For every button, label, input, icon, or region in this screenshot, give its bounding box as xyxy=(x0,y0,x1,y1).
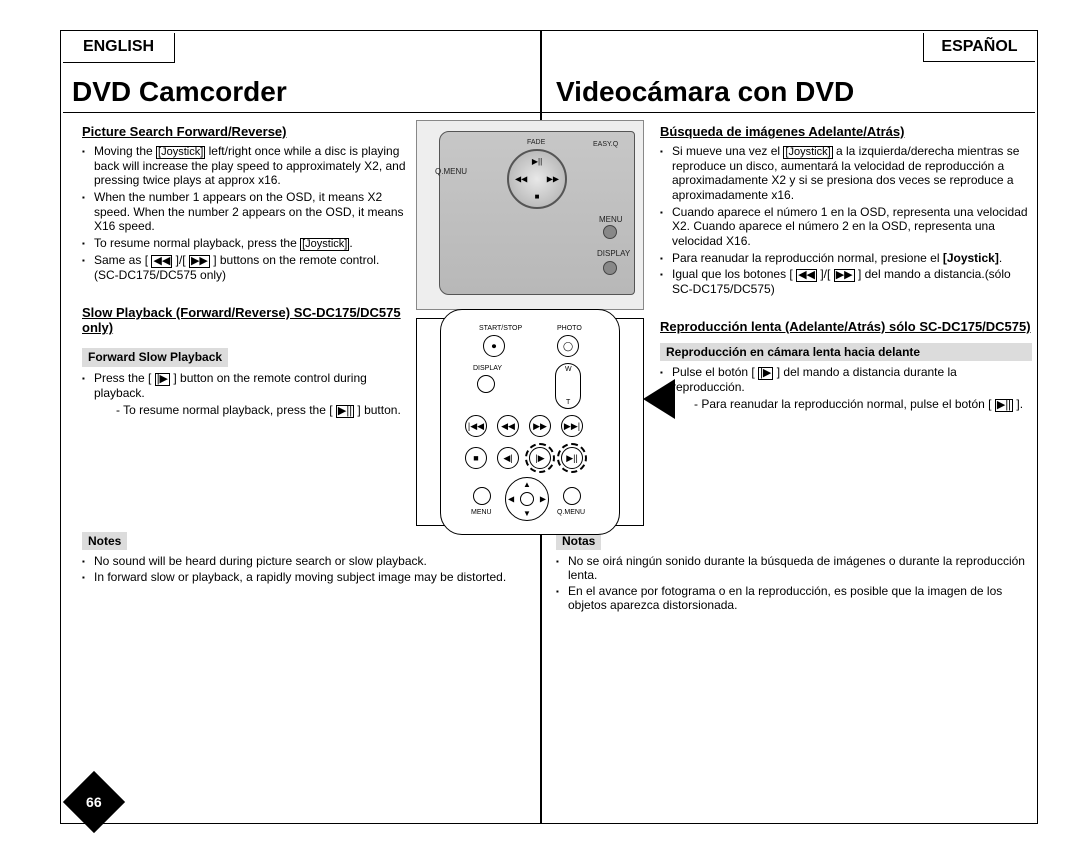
slow-playback-heading-es: Reproducción lenta (Adelante/Atrás) sólo… xyxy=(660,319,1032,335)
picture-search-list-es: Si mueve una vez el [Joystick] a la izqu… xyxy=(660,144,1032,297)
nav-ring-icon: ▲ ▼ ◀ ▶ xyxy=(505,477,549,521)
fade-label: FADE xyxy=(527,139,545,146)
notes-spanish: Notas No se oirá ningún sonido durante l… xyxy=(556,532,1028,614)
display-button-icon xyxy=(477,375,495,393)
list-item: Cuando aparece el número 1 en la OSD, re… xyxy=(672,205,1032,249)
qmenu-label-remote: Q.MENU xyxy=(557,509,585,516)
next-button-icon: ▶▶| xyxy=(561,415,583,437)
slow-playback-heading: Slow Playback (Forward/Reverse) SC-DC175… xyxy=(82,305,406,337)
list-item: No sound will be heard during picture se… xyxy=(94,554,534,568)
photo-label: PHOTO xyxy=(557,325,582,332)
display-label: DISPLAY xyxy=(597,249,630,258)
list-item: Moving the [Joystick] left/right once wh… xyxy=(94,144,406,188)
list-item: Pulse el botón [ |▶ ] del mando a distan… xyxy=(672,365,1032,412)
slowfwd-highlight-icon xyxy=(525,443,555,473)
column-spanish: Búsqueda de imágenes Adelante/Atrás) Si … xyxy=(660,122,1032,414)
column-english: Picture Search Forward/Reverse) Moving t… xyxy=(82,122,406,420)
prev-button-icon: |◀◀ xyxy=(465,415,487,437)
list-item: In forward slow or playback, a rapidly m… xyxy=(94,570,534,584)
forward-slow-label-es: Reproducción en cámara lenta hacia delan… xyxy=(660,343,1032,362)
play-highlight-icon xyxy=(557,443,587,473)
menu-button-icon xyxy=(603,225,617,239)
menu-button-remote-icon xyxy=(473,487,491,505)
list-item: To resume normal playback, press the [ ▶… xyxy=(116,403,406,418)
title-spanish: Videocámara con DVD xyxy=(556,76,854,108)
list-item: Para reanudar la reproducción normal, pu… xyxy=(694,397,1032,412)
callout-arrow-icon xyxy=(643,379,675,419)
camcorder-illustration: ▶|| ◀◀ ▶▶ ■ Q.MENU FADE EASY.Q MENU DISP… xyxy=(416,120,644,310)
list-item: En el avance por fotograma o en la repro… xyxy=(568,584,1028,612)
ff-button-icon: ▶▶ xyxy=(529,415,551,437)
qmenu-label: Q.MENU xyxy=(435,167,467,176)
rew-button-icon: ◀◀ xyxy=(497,415,519,437)
language-header: ENGLISH ESPAÑOL xyxy=(63,33,1035,63)
list-item: When the number 1 appears on the OSD, it… xyxy=(94,190,406,234)
title-english: DVD Camcorder xyxy=(72,76,287,108)
photo-button-icon: ◯ xyxy=(557,335,579,357)
menu-label-remote: MENU xyxy=(471,509,492,516)
forward-slow-label: Forward Slow Playback xyxy=(82,348,228,367)
qmenu-button-remote-icon xyxy=(563,487,581,505)
slowrev-button-icon: ◀| xyxy=(497,447,519,469)
display-button-icon xyxy=(603,261,617,275)
zoom-rocker-icon: W T xyxy=(555,363,581,409)
lang-english: ENGLISH xyxy=(63,33,175,63)
picture-search-heading: Picture Search Forward/Reverse) xyxy=(82,124,406,140)
stop-button-icon: ■ xyxy=(465,447,487,469)
list-item: Press the [ |▶ ] button on the remote co… xyxy=(94,371,406,418)
list-item: Para reanudar la reproducción normal, pr… xyxy=(672,251,1032,266)
notes-english: Notes No sound will be heard during pict… xyxy=(82,532,534,586)
list-item: Igual que los botones [ ◀◀ ]/[ ▶▶ ] del … xyxy=(672,267,1032,297)
list-item: Same as [ ◀◀ ]/[ ▶▶ ] buttons on the rem… xyxy=(94,253,406,283)
joystick-icon: ▶|| ◀◀ ▶▶ ■ xyxy=(507,149,567,209)
list-item: To resume normal playback, press the [Jo… xyxy=(94,236,406,251)
picture-search-heading-es: Búsqueda de imágenes Adelante/Atrás) xyxy=(660,124,1032,140)
picture-search-list: Moving the [Joystick] left/right once wh… xyxy=(82,144,406,283)
notes-label: Notes xyxy=(82,532,127,550)
list-item: No se oirá ningún sonido durante la búsq… xyxy=(568,554,1028,582)
list-item: Si mueve una vez el [Joystick] a la izqu… xyxy=(672,144,1032,203)
display-label-remote: DISPLAY xyxy=(473,365,502,372)
startstop-button-icon: ⏺ xyxy=(483,335,505,357)
menu-label: MENU xyxy=(599,215,623,224)
slow-playback-list-es: Pulse el botón [ |▶ ] del mando a distan… xyxy=(660,365,1032,412)
lang-spanish: ESPAÑOL xyxy=(923,33,1035,62)
title-rule xyxy=(63,112,1035,113)
startstop-label: START/STOP xyxy=(479,325,522,332)
page-number: 66 xyxy=(86,794,102,810)
remote-illustration: START/STOP PHOTO ⏺ ◯ DISPLAY W T |◀◀ ◀◀ … xyxy=(416,318,644,526)
easyq-label: EASY.Q xyxy=(593,141,618,148)
slow-playback-list: Press the [ |▶ ] button on the remote co… xyxy=(82,371,406,418)
